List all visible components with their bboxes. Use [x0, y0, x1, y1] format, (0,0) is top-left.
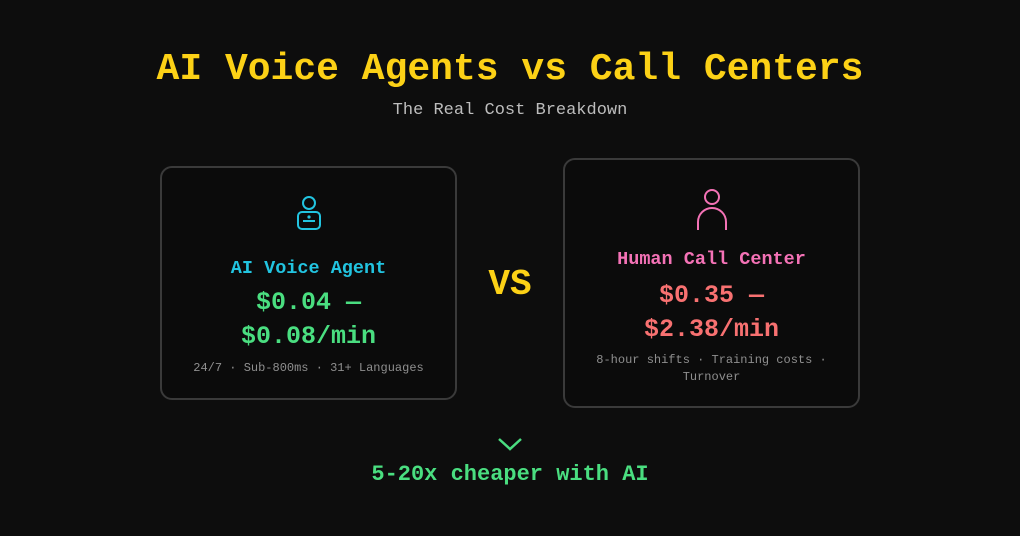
- page-title: AI Voice Agents vs Call Centers: [156, 48, 864, 91]
- page-subtitle: The Real Cost Breakdown: [392, 101, 628, 120]
- ai-voice-agent-card: AI Voice Agent $0.04 — $0.08/min 24/7 · …: [160, 166, 457, 400]
- price-range-end: $2.38/min: [643, 315, 780, 344]
- price-range-start: $0.04 —: [255, 288, 362, 317]
- price-range-start: $0.35 —: [658, 281, 765, 310]
- person-icon: [696, 189, 727, 230]
- robot-agent-icon: [296, 196, 321, 230]
- chevron-down-icon: [498, 438, 522, 451]
- card-title: Human Call Center: [617, 249, 806, 270]
- card-title: AI Voice Agent: [230, 258, 387, 279]
- vs-label: VS: [488, 264, 532, 305]
- price-range-end: $0.08/min: [240, 322, 377, 351]
- card-details: 8-hour shifts · Training costs · Turnove…: [596, 353, 827, 384]
- savings-summary: 5-20x cheaper with AI: [371, 462, 649, 487]
- human-call-center-card: Human Call Center $0.35 — $2.38/min 8-ho…: [563, 158, 860, 408]
- card-details: 24/7 · Sub-800ms · 31+ Languages: [193, 361, 424, 375]
